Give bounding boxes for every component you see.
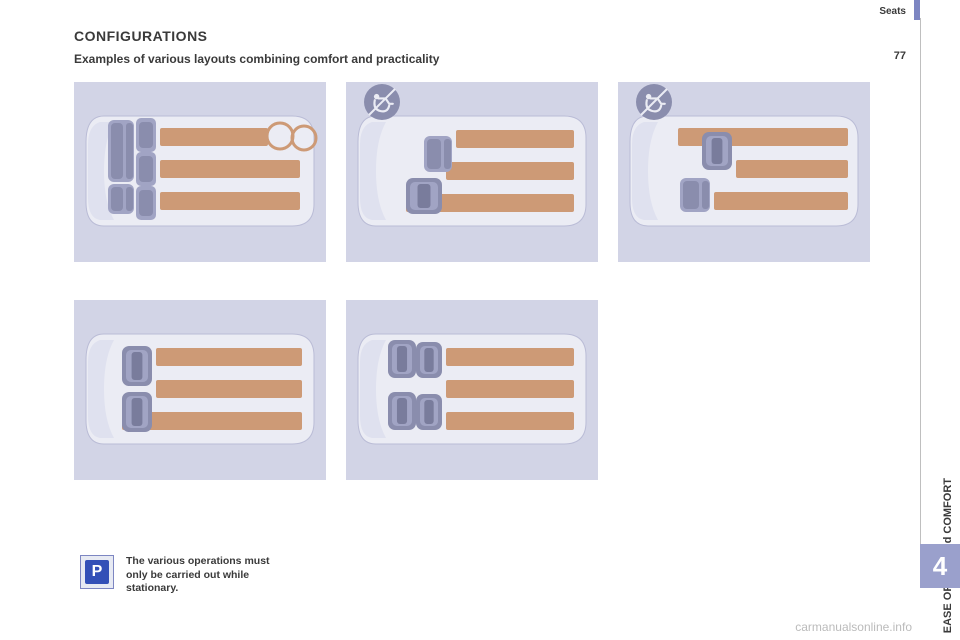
parking-icon-letter: P xyxy=(85,560,109,584)
note-line: The various operations must xyxy=(126,555,270,567)
chapter-sidebar: EASE OF USE and COMFORT 4 xyxy=(920,18,960,588)
config-panel xyxy=(346,82,598,262)
note-line: stationary. xyxy=(126,582,178,594)
note-text: The various operations must only be carr… xyxy=(126,555,270,596)
breadcrumb: Seats xyxy=(879,6,906,17)
parking-icon: P xyxy=(80,555,114,589)
note-line: only be carried out while xyxy=(126,569,249,581)
config-panel xyxy=(74,300,326,480)
page-number: 77 xyxy=(894,50,906,62)
page: Seats CONFIGURATIONS Examples of various… xyxy=(0,0,960,640)
stationary-note: P The various operations must only be ca… xyxy=(80,555,270,596)
page-title: CONFIGURATIONS xyxy=(74,28,208,44)
config-panel xyxy=(346,300,598,480)
chapter-number: 4 xyxy=(920,544,960,588)
accent-bar xyxy=(914,0,920,20)
config-panel xyxy=(618,82,870,262)
page-subtitle: Examples of various layouts combining co… xyxy=(74,52,439,66)
watermark: carmanualsonline.info xyxy=(795,620,912,634)
config-panel xyxy=(74,82,326,262)
